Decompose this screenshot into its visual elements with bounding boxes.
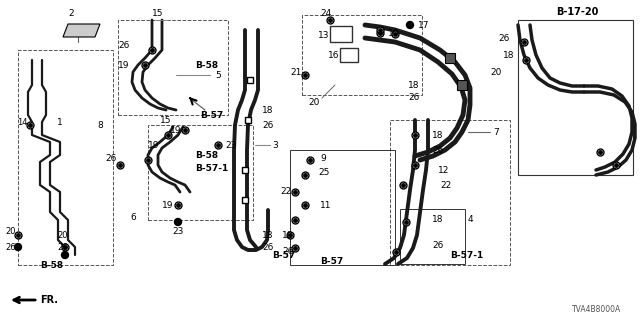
Bar bbox=[290, 150, 395, 265]
Bar bbox=[330, 26, 352, 42]
Text: 26: 26 bbox=[282, 247, 293, 257]
Text: 20: 20 bbox=[490, 68, 501, 76]
Text: 18: 18 bbox=[432, 131, 444, 140]
Circle shape bbox=[406, 21, 413, 28]
Text: B-57: B-57 bbox=[320, 258, 343, 267]
Text: 6: 6 bbox=[130, 212, 136, 221]
Text: 26: 26 bbox=[118, 41, 129, 50]
Text: 5: 5 bbox=[215, 70, 221, 79]
Text: B-57-1: B-57-1 bbox=[450, 251, 483, 260]
Polygon shape bbox=[63, 24, 100, 37]
Bar bbox=[148, 125, 253, 220]
Text: 14: 14 bbox=[17, 117, 28, 126]
Text: 26: 26 bbox=[432, 241, 444, 250]
Text: 26: 26 bbox=[408, 92, 419, 101]
Bar bbox=[400, 209, 465, 264]
Text: FR.: FR. bbox=[40, 295, 58, 305]
Text: 1: 1 bbox=[57, 117, 63, 126]
Text: 8: 8 bbox=[97, 121, 103, 130]
Text: 9: 9 bbox=[320, 154, 326, 163]
Bar bbox=[518, 20, 633, 175]
Text: TVA4B8000A: TVA4B8000A bbox=[572, 306, 621, 315]
Text: B-57-1: B-57-1 bbox=[195, 164, 228, 172]
Text: 21: 21 bbox=[290, 68, 301, 76]
Text: 3: 3 bbox=[272, 140, 278, 149]
Text: 23: 23 bbox=[172, 228, 184, 236]
Text: 18: 18 bbox=[282, 230, 294, 239]
Text: 26: 26 bbox=[57, 244, 68, 252]
Text: 13: 13 bbox=[318, 30, 330, 39]
Text: 16: 16 bbox=[328, 51, 339, 60]
Text: B-57: B-57 bbox=[272, 251, 295, 260]
Text: 10: 10 bbox=[388, 28, 399, 37]
Text: 17: 17 bbox=[418, 20, 429, 29]
Circle shape bbox=[175, 219, 182, 226]
Text: 19: 19 bbox=[162, 201, 173, 210]
Circle shape bbox=[15, 244, 22, 251]
Text: 19: 19 bbox=[148, 140, 159, 149]
Text: B-58: B-58 bbox=[195, 60, 218, 69]
Text: 26: 26 bbox=[262, 243, 273, 252]
Text: 20: 20 bbox=[57, 230, 67, 239]
Text: 18: 18 bbox=[408, 81, 419, 90]
Text: 15: 15 bbox=[152, 9, 163, 18]
Text: 7: 7 bbox=[493, 127, 499, 137]
Text: 20: 20 bbox=[308, 98, 319, 107]
Text: 2: 2 bbox=[68, 9, 74, 18]
Text: 22: 22 bbox=[280, 188, 291, 196]
Text: B-58: B-58 bbox=[40, 260, 63, 269]
Bar bbox=[18, 50, 113, 265]
Text: 20: 20 bbox=[5, 228, 15, 236]
Bar bbox=[118, 20, 228, 115]
Text: 19: 19 bbox=[170, 125, 182, 134]
Bar bbox=[302, 15, 422, 95]
Text: 4: 4 bbox=[468, 215, 474, 225]
Text: 23: 23 bbox=[225, 140, 236, 149]
Bar bbox=[390, 120, 510, 265]
Bar bbox=[340, 48, 358, 62]
Text: 12: 12 bbox=[438, 165, 449, 174]
Text: B-17-20: B-17-20 bbox=[556, 7, 598, 17]
Text: 15: 15 bbox=[160, 116, 172, 124]
Text: 24: 24 bbox=[320, 9, 332, 18]
Text: 18: 18 bbox=[262, 230, 273, 239]
Text: 11: 11 bbox=[320, 201, 332, 210]
Text: B-58: B-58 bbox=[195, 150, 218, 159]
Text: 26: 26 bbox=[432, 146, 444, 155]
Text: 25: 25 bbox=[318, 167, 330, 177]
Text: 19: 19 bbox=[118, 60, 129, 69]
Text: 26: 26 bbox=[105, 154, 116, 163]
Circle shape bbox=[61, 252, 68, 259]
Text: 18: 18 bbox=[262, 106, 273, 115]
Text: 26: 26 bbox=[498, 34, 509, 43]
Text: 26: 26 bbox=[262, 121, 273, 130]
Text: 18: 18 bbox=[503, 51, 515, 60]
Text: B-57: B-57 bbox=[200, 110, 223, 119]
Text: 18: 18 bbox=[432, 215, 444, 225]
Text: 22: 22 bbox=[440, 180, 451, 189]
Text: 26: 26 bbox=[5, 243, 15, 252]
